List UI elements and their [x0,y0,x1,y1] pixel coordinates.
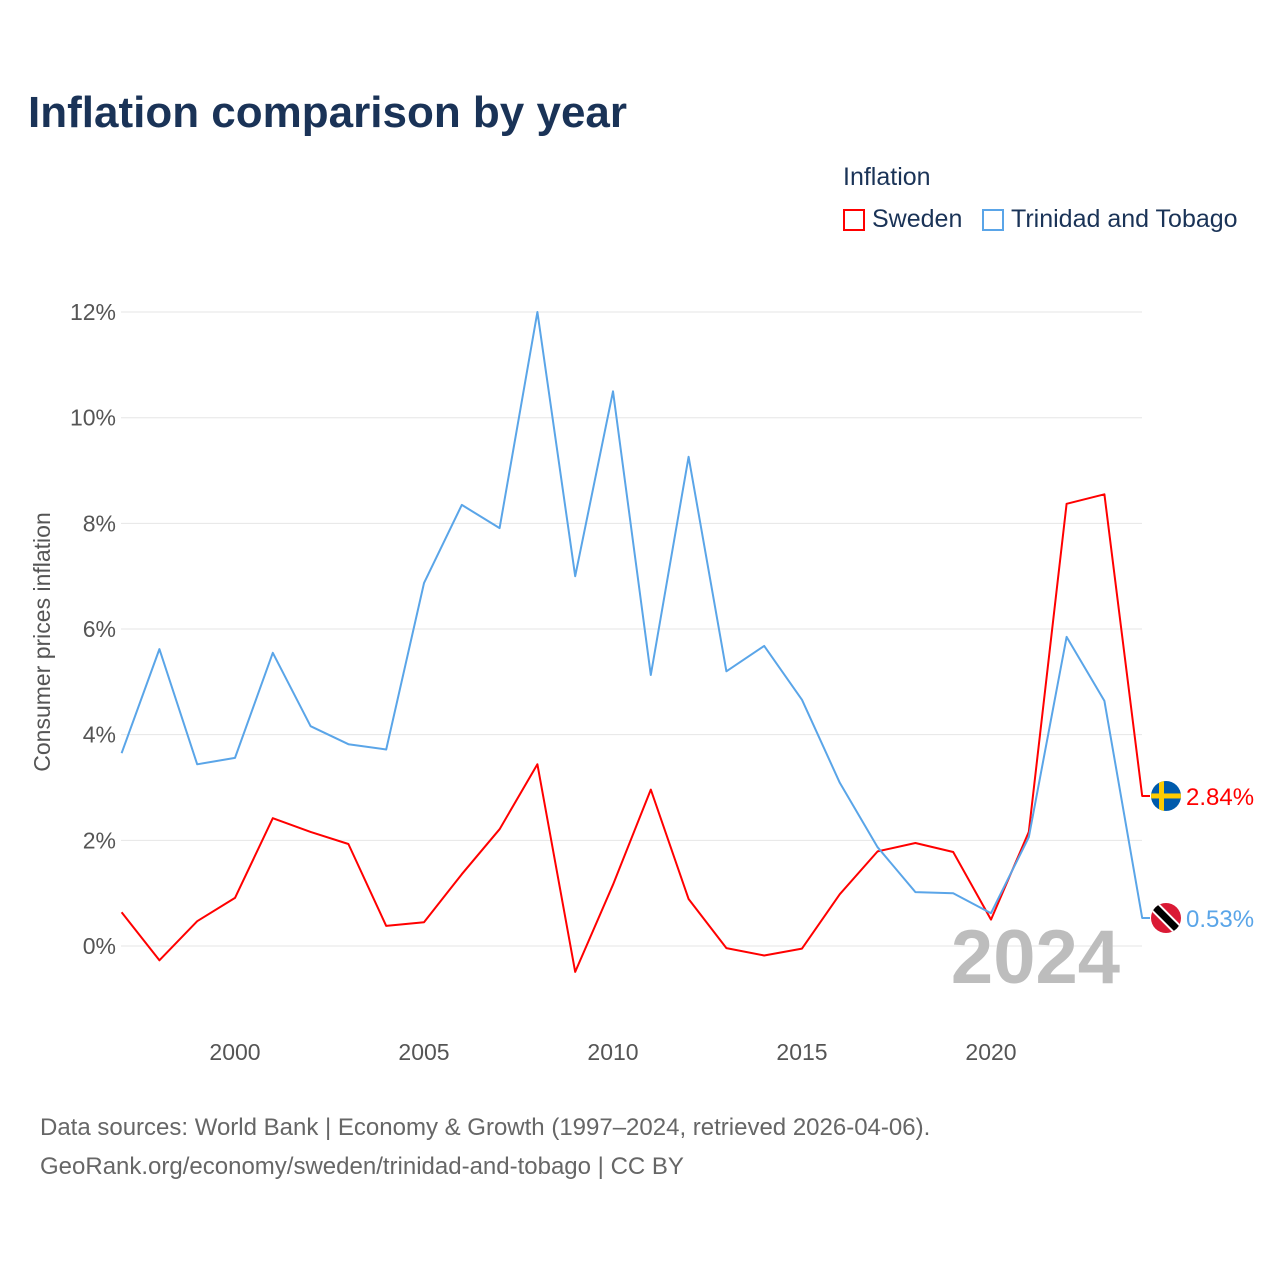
x-tick-label: 2005 [398,1039,449,1065]
x-tick-label: 2010 [587,1039,638,1065]
x-tick-label: 2015 [776,1039,827,1065]
y-tick-label: 8% [83,510,116,536]
x-tick-label: 2000 [209,1039,260,1065]
legend-title: Inflation [843,163,931,191]
y-tick-label: 10% [70,405,116,431]
y-tick-label: 12% [70,299,116,325]
flag-stripe [1151,903,1181,934]
x-tick-label: 2020 [965,1039,1016,1065]
source-text: Data sources: World Bank | Economy & Gro… [40,1114,931,1141]
series-line-trinidad [120,311,1150,919]
source-link[interactable]: GeoRank.org/economy/sweden/trinidad-and-… [40,1153,684,1180]
flag-cross [1151,793,1181,799]
end-value-label: 0.53% [1186,906,1254,933]
trinidad-flag-icon [1151,903,1181,934]
y-axis-label: Consumer prices inflation [29,512,55,772]
chart-title: Inflation comparison by year [28,88,628,137]
sweden-flag-icon [1151,780,1181,811]
legend-swatch-sweden [843,208,865,231]
series-line-sweden [120,493,1150,973]
y-tick-label: 2% [83,827,116,853]
year-watermark: 2024 [951,915,1120,1000]
legend-item-trinidad[interactable]: Trinidad and Tobago [982,205,1238,234]
footer: Data sources: World Bank | Economy & Gro… [40,1108,930,1186]
legend-label: Sweden [872,205,963,233]
legend-label: Trinidad and Tobago [1011,205,1238,233]
y-tick-label: 6% [83,616,116,642]
legend-swatch-trinidad [982,208,1004,231]
legend-item-sweden[interactable]: Sweden [843,205,962,234]
flag-body [1151,903,1181,934]
y-tick-label: 0% [83,933,116,959]
flag-body [1151,780,1181,811]
end-value-label: 2.84% [1186,784,1254,811]
y-tick-label: 4% [83,722,116,748]
